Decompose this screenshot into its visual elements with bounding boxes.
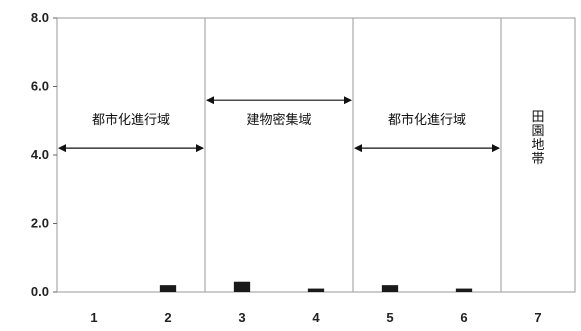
- y-tick-label: 6.0: [31, 79, 49, 94]
- axes: 0.0 2.0 4.0 6.0 8.0 1 2 3 4 5 6 7: [31, 10, 542, 325]
- zone-label: 都市化進行域: [388, 112, 466, 128]
- gridlines: [56, 17, 576, 293]
- zone-label: 建物密集域: [246, 112, 311, 128]
- y-tick-label: 8.0: [31, 10, 49, 25]
- x-tick-label: 6: [460, 310, 467, 325]
- y-tick-label: 0.0: [31, 284, 49, 299]
- bar: [307, 288, 325, 292]
- x-tick-label: 4: [312, 310, 320, 325]
- bar: [455, 288, 473, 292]
- bars: [159, 281, 473, 292]
- plot-frame: [56, 17, 576, 293]
- x-tick-label: 5: [386, 310, 393, 325]
- zone-label-vertical: 田園地帯: [531, 110, 544, 167]
- bar: [381, 285, 399, 292]
- x-tick-label: 3: [238, 310, 245, 325]
- x-tick-label: 1: [90, 310, 97, 325]
- y-tick-label: 2.0: [31, 216, 49, 231]
- bar: [233, 281, 251, 292]
- zone-label: 都市化進行域: [92, 112, 170, 128]
- annotations: 都市化進行域 建物密集域 都市化進行域 田園地帯: [58, 96, 545, 167]
- bar: [159, 285, 177, 292]
- x-tick-label: 2: [164, 310, 171, 325]
- x-tick-label: 7: [534, 310, 541, 325]
- y-tick-label: 4.0: [31, 147, 49, 162]
